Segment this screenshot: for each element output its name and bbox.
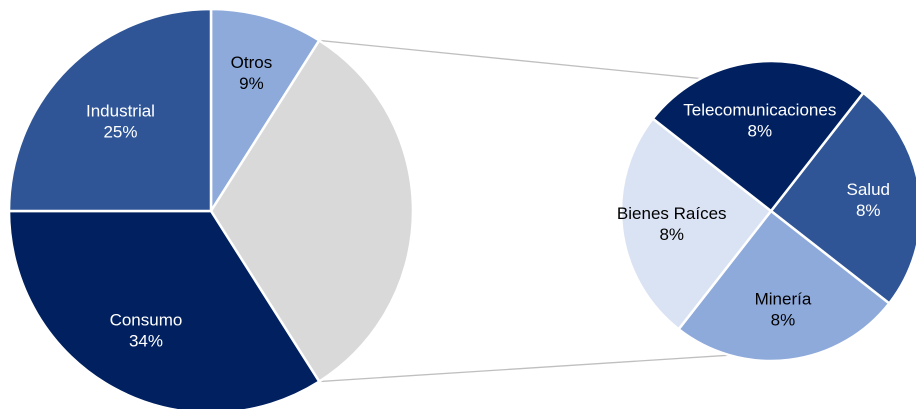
secondary-label-telecomunicaciones: Telecomunicaciones bbox=[683, 101, 836, 120]
secondary-value-label-salud: 8% bbox=[856, 201, 881, 220]
main-value-label-industrial: 25% bbox=[103, 122, 137, 141]
connector-line-bottom bbox=[319, 354, 730, 383]
secondary-slice-mineria bbox=[676, 209, 891, 363]
main-value-label-consumo: 34% bbox=[129, 331, 163, 350]
secondary-label-salud: Salud bbox=[847, 180, 890, 199]
secondary-label-bienes-raices: Bienes Raíces bbox=[617, 204, 727, 223]
main-slice-industrial bbox=[7, 7, 213, 213]
main-label-consumo: Consumo bbox=[110, 310, 183, 329]
main-slice-otros bbox=[209, 7, 321, 216]
connector-lines bbox=[319, 39, 730, 383]
secondary-value-label-mineria: 8% bbox=[771, 310, 796, 329]
secondary-value-label-telecomunicaciones: 8% bbox=[747, 122, 772, 141]
secondary-slice-bienes-raices bbox=[619, 116, 773, 331]
secondary-value-label-bienes-raices: 8% bbox=[659, 225, 684, 244]
secondary-pie bbox=[619, 59, 916, 363]
main-slice-unlabeled-1 bbox=[209, 38, 415, 384]
connector-line-top bbox=[319, 39, 701, 80]
secondary-slice-telecomunicaciones bbox=[651, 59, 866, 213]
main-label-industrial: Industrial bbox=[86, 101, 155, 120]
secondary-slice-salud bbox=[769, 91, 916, 306]
main-value-label-otros: 9% bbox=[239, 74, 264, 93]
slice-labels: Otros 9% Consumo 34% Industrial 25% Salud 8% Min… bbox=[86, 53, 890, 351]
main-label-otros: Otros bbox=[231, 53, 273, 72]
main-pie bbox=[7, 7, 415, 414]
secondary-label-mineria: Minería bbox=[755, 289, 812, 308]
main-slice-consumo bbox=[7, 209, 321, 414]
